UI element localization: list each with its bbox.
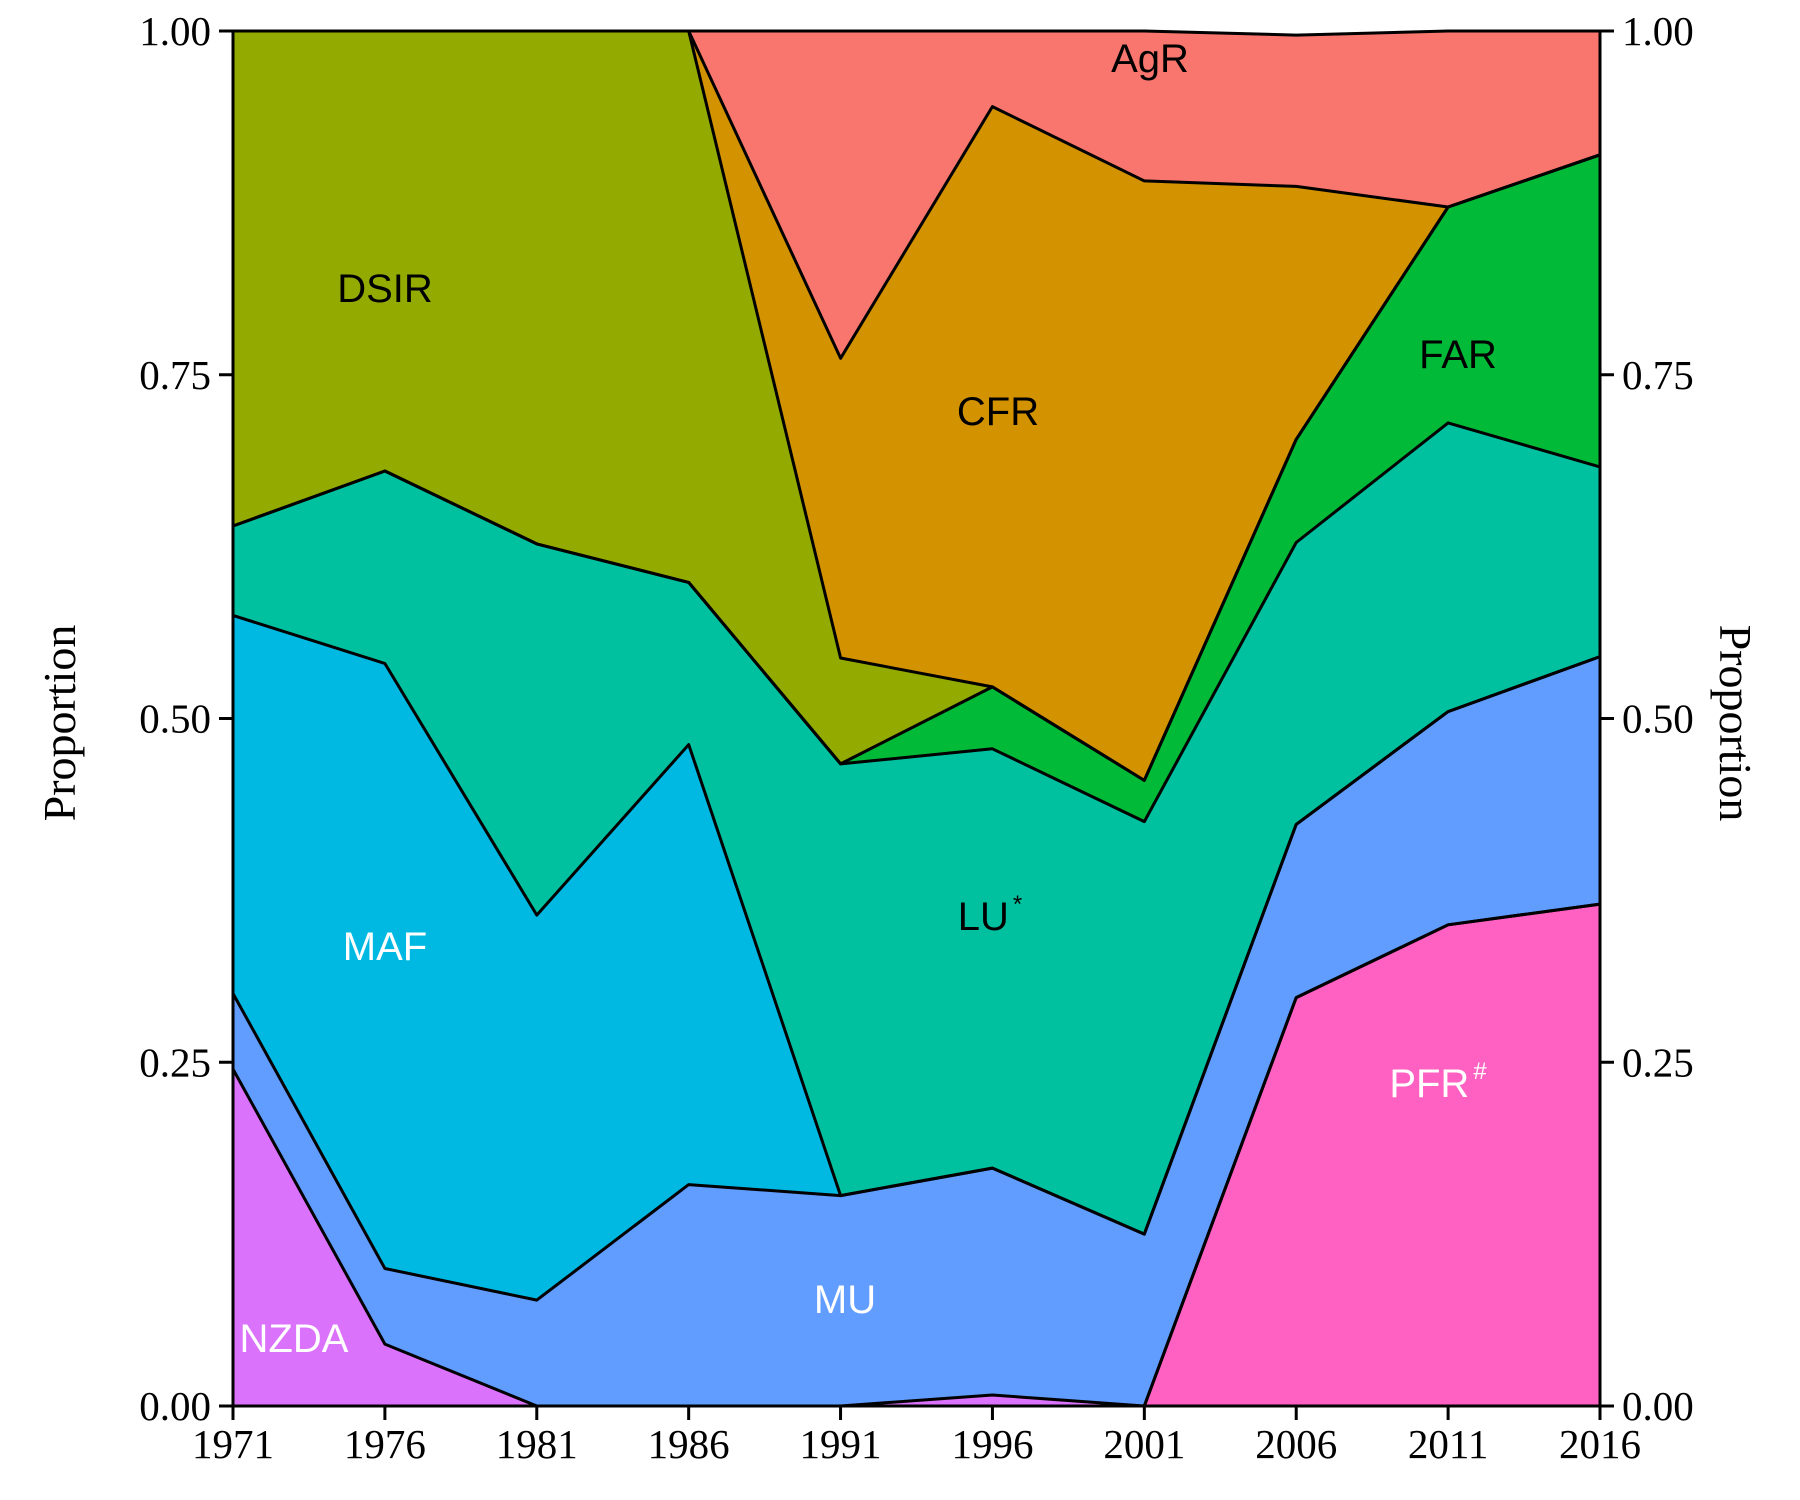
x-tick-label: 2016 xyxy=(1559,1421,1641,1467)
y-tick-label-left: 0.75 xyxy=(139,352,211,398)
boundary-line-agr xyxy=(233,29,1600,37)
area-cfr xyxy=(233,31,1600,781)
area-label-nzda: NZDA xyxy=(240,1317,349,1361)
x-tick-label: 1991 xyxy=(800,1421,882,1467)
area-labels: PFR # NZDA MU MAF LU * FAR DSIR CFR AgR xyxy=(240,37,1497,1361)
x-tick-label: 1996 xyxy=(951,1421,1033,1467)
y-tick-label-right: 0.75 xyxy=(1622,352,1694,398)
y-tick-label-right: 1.00 xyxy=(1622,8,1694,54)
x-tick-label: 2011 xyxy=(1408,1421,1488,1467)
x-tick-label: 1981 xyxy=(496,1421,578,1467)
x-tick-label: 2001 xyxy=(1103,1421,1185,1467)
x-tick-label: 2006 xyxy=(1255,1421,1337,1467)
area-lu xyxy=(233,422,1600,1235)
y-tick-label-left: 0.50 xyxy=(139,696,211,742)
x-tick-label: 1986 xyxy=(648,1421,730,1467)
area-label-far: FAR xyxy=(1419,333,1497,377)
area-label-mu: MU xyxy=(814,1278,876,1322)
area-label-lu: LU * xyxy=(958,891,1022,939)
boundary-line-maf xyxy=(232,613,1601,1236)
y-tick-label-left: 1.00 xyxy=(139,8,211,54)
area-agr xyxy=(233,31,1600,359)
area-far xyxy=(233,154,1600,822)
area-label-dsir: DSIR xyxy=(337,267,433,311)
x-tick-label: 1971 xyxy=(192,1421,274,1467)
y-tick-label-right: 0.50 xyxy=(1622,696,1694,742)
y-axis-title-left: Proportion xyxy=(34,625,85,822)
boundary-line-nzda xyxy=(231,902,1601,1408)
area-label-agr: AgR xyxy=(1111,37,1189,81)
y-tick-label-right: 0.00 xyxy=(1622,1383,1694,1429)
area-nzda xyxy=(233,904,1600,1406)
y-tick-label-right: 0.25 xyxy=(1622,1039,1694,1085)
area-label-maf: MAF xyxy=(343,925,427,969)
x-tick-label: 1976 xyxy=(344,1421,426,1467)
area-mu xyxy=(233,656,1600,1406)
y-tick-label-left: 0.00 xyxy=(139,1383,211,1429)
y-axis-title-right: Proportion xyxy=(1710,625,1761,822)
axes: 0.00 0.00 0.25 0.25 0.50 0.50 0.75 0.75 1.00 1.00… xyxy=(139,8,1694,1467)
area-label-cfr: CFR xyxy=(957,390,1039,434)
area-maf xyxy=(233,615,1600,1301)
area-label-pfr: PFR # xyxy=(1389,1058,1487,1106)
area-dsir xyxy=(233,31,1600,781)
area-layers xyxy=(231,29,1601,1408)
y-tick-label-left: 0.25 xyxy=(139,1039,211,1085)
area-pfr xyxy=(233,904,1600,1406)
